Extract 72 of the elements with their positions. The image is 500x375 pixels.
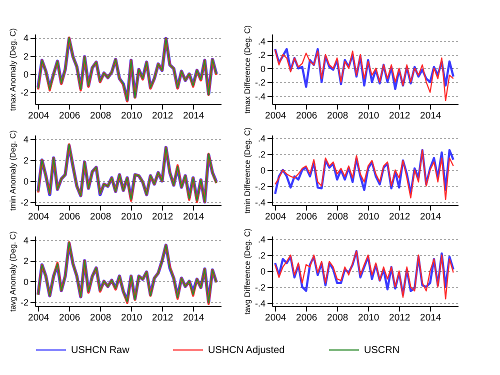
x-tick-label: 2004 — [265, 110, 286, 122]
x-tick-label: 2010 — [121, 312, 142, 324]
x-tick-label: 2014 — [183, 312, 204, 324]
x-tick-label: 2006 — [59, 110, 80, 122]
x-tick-label: 2006 — [296, 110, 318, 122]
legend-label: USCRN — [364, 345, 400, 356]
x-tick-label: 2014 — [420, 312, 442, 324]
x-tick-label: 2010 — [358, 212, 380, 222]
x-tick-label: 2012 — [152, 312, 174, 324]
x-tick-label: 2012 — [389, 110, 410, 122]
x-tick-label: 2010 — [358, 110, 380, 122]
y-tick-label: 0 — [23, 176, 28, 186]
y-tick-label: 2 — [23, 156, 28, 166]
y-tick-label: 4 — [23, 134, 28, 145]
x-tick-label: 2008 — [90, 110, 112, 122]
y-tick-label: .2 — [258, 150, 266, 160]
x-tick-label: 2014 — [420, 110, 442, 122]
x-tick-label: 2008 — [327, 212, 348, 222]
x-tick-label: 2004 — [28, 110, 50, 122]
x-tick-label: 2014 — [420, 212, 442, 222]
y-tick-label: 2 — [23, 51, 28, 62]
x-tick-label: 2012 — [152, 212, 174, 222]
x-tick-label: 2008 — [90, 212, 112, 222]
y-tick-label: .4 — [258, 234, 266, 245]
y-axis-title: tavg Anomaly (Deg. C) — [8, 230, 18, 312]
y-tick-label: .2 — [258, 50, 266, 60]
y-tick-label: .2 — [258, 250, 266, 261]
y-axis-title: tmax Anomaly (Deg. C) — [8, 28, 18, 111]
y-tick-label: 0 — [260, 266, 266, 276]
y-axis-title: tmax Difference (Deg. C) — [242, 25, 252, 114]
y-tick-label: 0 — [23, 276, 28, 287]
x-tick-label: 2004 — [265, 312, 286, 324]
y-tick-label: 0 — [260, 166, 266, 176]
x-tick-label: 2012 — [389, 212, 410, 222]
y-axis-title: tmin Difference (Deg. C) — [242, 127, 252, 214]
x-tick-label: 2006 — [296, 212, 318, 222]
y-tick-label: -2 — [20, 88, 28, 98]
legend-label: USHCN Adjusted — [208, 345, 285, 356]
y-tick-label: -.2 — [254, 78, 266, 88]
x-tick-label: 2006 — [296, 312, 318, 324]
y-tick-label: 4 — [23, 33, 28, 44]
x-tick-label: 2014 — [183, 212, 204, 222]
y-tick-label: -.4 — [254, 197, 266, 208]
y-tick-label: -2 — [20, 197, 28, 208]
x-tick-label: 2004 — [28, 212, 50, 222]
legend-label: USHCN Raw — [71, 345, 130, 356]
x-tick-label: 2006 — [59, 312, 80, 324]
y-axis-title: tmin Anomaly (Deg. C) — [8, 130, 18, 211]
y-tick-label: .4 — [258, 134, 266, 144]
x-tick-label: 2012 — [389, 312, 410, 324]
x-tick-label: 2006 — [59, 212, 80, 222]
x-tick-label: 2004 — [265, 212, 286, 222]
y-tick-label: 0 — [260, 64, 266, 74]
x-tick-label: 2008 — [327, 110, 348, 122]
x-tick-label: 2004 — [28, 312, 50, 324]
x-tick-label: 2008 — [327, 312, 348, 324]
y-tick-label: 2 — [23, 256, 28, 266]
x-tick-label: 2010 — [121, 110, 142, 122]
y-tick-label: 0 — [23, 70, 28, 80]
x-tick-label: 2012 — [152, 110, 174, 122]
y-tick-label: -2 — [20, 297, 28, 308]
x-tick-label: 2010 — [358, 312, 380, 324]
y-tick-label: -.2 — [254, 181, 266, 192]
y-tick-label: -.4 — [254, 298, 266, 308]
x-tick-label: 2014 — [183, 110, 204, 122]
y-tick-label: .4 — [258, 36, 266, 46]
y-axis-title: tavg Difference (Deg. C) — [242, 228, 252, 315]
y-tick-label: -.2 — [254, 282, 266, 292]
y-tick-label: 4 — [23, 236, 28, 246]
x-tick-label: 2008 — [90, 312, 112, 324]
x-tick-label: 2010 — [121, 212, 142, 222]
y-tick-label: -.4 — [254, 91, 266, 102]
